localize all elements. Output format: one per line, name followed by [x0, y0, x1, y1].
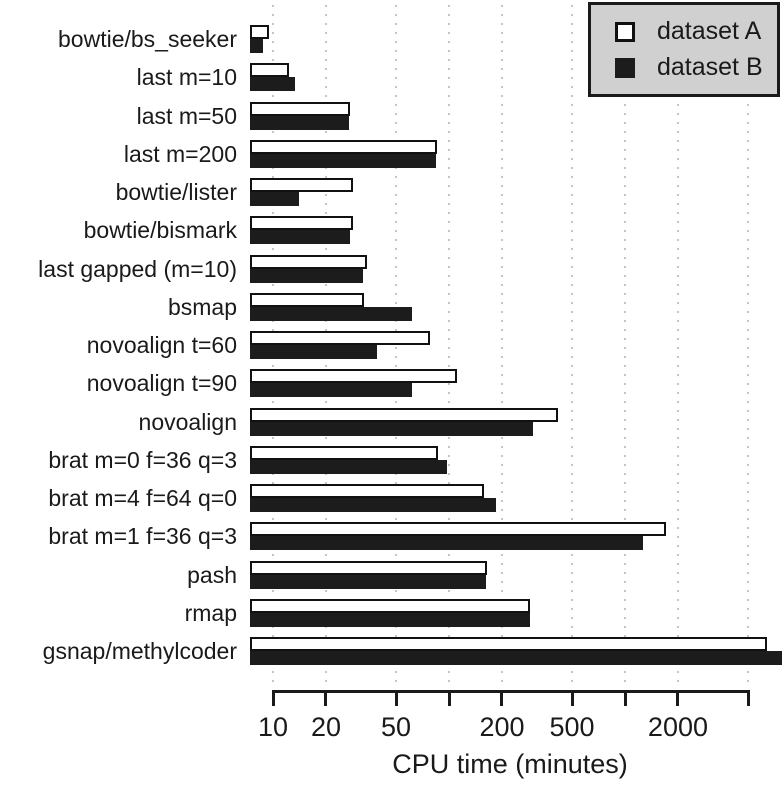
gridline: [747, 5, 750, 688]
gridline: [395, 5, 398, 688]
category-label: rmap: [184, 599, 237, 626]
gridline: [500, 5, 503, 688]
bar-dataset-b: [250, 498, 497, 512]
legend-label: dataset A: [657, 17, 762, 45]
bar-dataset-b: [250, 153, 436, 168]
x-axis-tick-label: 200: [479, 712, 525, 742]
dataset-a-swatch-icon: [615, 21, 635, 42]
bar-dataset-b: [250, 192, 299, 206]
x-axis-tick-label: 20: [310, 712, 341, 742]
bar-dataset-a: [250, 560, 488, 575]
bar-dataset-a: [250, 216, 354, 231]
bar-dataset-a: [250, 637, 767, 651]
legend-item-dataset-b: dataset B: [615, 53, 777, 82]
category-label: last m=50: [136, 102, 237, 129]
bar-dataset-b: [250, 612, 530, 627]
category-label: novoalign: [138, 408, 237, 435]
category-label: novoalign t=90: [86, 370, 237, 397]
legend: dataset A dataset B: [588, 2, 780, 97]
x-axis-title: CPU time (minutes): [392, 749, 628, 779]
gridline: [571, 5, 574, 688]
category-label: last m=10: [136, 64, 237, 91]
x-axis-tick-label: 500: [549, 712, 595, 742]
category-label: brat m=0 f=36 q=3: [48, 446, 237, 473]
bar-dataset-b: [250, 77, 295, 92]
bar-dataset-a: [250, 331, 430, 345]
x-axis-tick-label: 50: [380, 712, 412, 742]
bar-dataset-b: [250, 383, 413, 398]
gridline: [624, 5, 626, 688]
bar-dataset-b: [250, 230, 351, 245]
x-axis-tick: [271, 690, 275, 706]
bar-dataset-a: [250, 101, 351, 116]
category-label: bowtie/bs_seeker: [58, 26, 237, 52]
x-axis-tick: [500, 690, 504, 706]
x-axis-tick: [570, 690, 574, 706]
bar-dataset-a: [250, 598, 530, 613]
bar-dataset-b: [250, 574, 486, 589]
bar-dataset-a: [250, 254, 367, 269]
x-axis-tick: [324, 690, 328, 706]
bar-dataset-b: [250, 345, 378, 359]
bar-dataset-b: [250, 268, 364, 283]
x-axis-tick: [676, 690, 680, 706]
category-label: last m=200: [123, 140, 237, 167]
category-label: brat m=1 f=36 q=3: [48, 523, 237, 550]
bar-dataset-b: [250, 115, 349, 130]
bar-dataset-a: [250, 445, 439, 460]
category-label: last gapped (m=10): [38, 255, 237, 282]
legend-label: dataset B: [657, 53, 763, 81]
bar-dataset-a: [250, 63, 289, 78]
legend-item-dataset-a: dataset A: [615, 17, 777, 46]
bar-dataset-b: [250, 39, 264, 53]
category-label: novoalign t=60: [86, 332, 237, 358]
bar-dataset-a: [250, 25, 270, 39]
bar-dataset-a: [250, 407, 558, 422]
bar-dataset-a: [250, 178, 354, 192]
bar-dataset-b: [250, 651, 782, 665]
bar-dataset-a: [250, 292, 365, 307]
x-axis-tick: [394, 690, 398, 706]
bar-dataset-a: [250, 522, 666, 537]
bar-dataset-a: [250, 369, 457, 384]
gridline: [676, 5, 679, 688]
category-label: pash: [187, 561, 237, 588]
bar-dataset-a: [250, 139, 438, 154]
dataset-b-swatch-icon: [615, 57, 635, 78]
bar-dataset-b: [250, 306, 413, 321]
x-axis-tick: [447, 690, 451, 706]
bar-dataset-b: [250, 421, 533, 436]
x-axis-tick: [746, 690, 750, 706]
bar-dataset-b: [250, 459, 447, 474]
category-label: bowtie/lister: [115, 179, 237, 205]
gridline: [448, 5, 450, 688]
x-axis-line: [273, 690, 750, 693]
x-axis-tick-label: 10: [257, 712, 289, 742]
category-label: gsnap/methylcoder: [42, 638, 237, 664]
category-label: brat m=4 f=64 q=0: [48, 485, 237, 511]
category-label: bsmap: [167, 293, 237, 320]
category-label: bowtie/bismark: [83, 217, 237, 244]
x-axis-tick-label: 2000: [647, 712, 708, 742]
x-axis-tick: [623, 690, 627, 706]
bar-dataset-a: [250, 484, 484, 498]
bar-dataset-b: [250, 536, 643, 551]
